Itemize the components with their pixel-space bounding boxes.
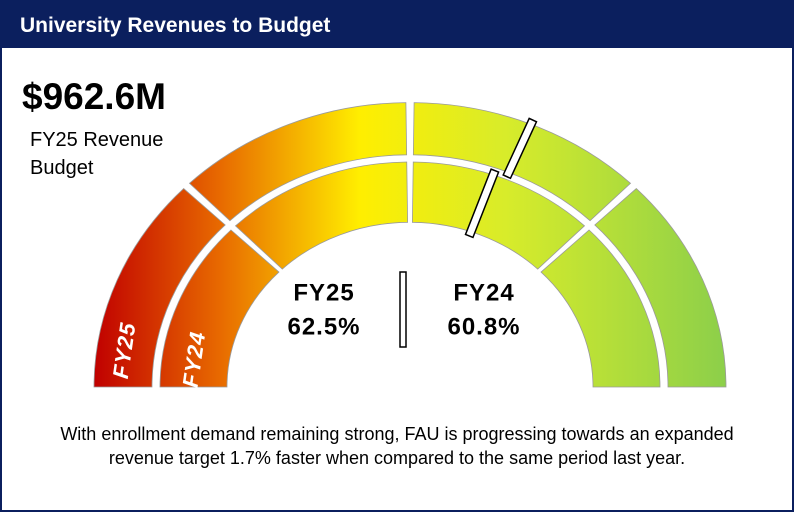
title: University Revenues to Budget <box>20 14 331 37</box>
gauge-segment <box>234 161 409 270</box>
series-name: FY25 <box>293 279 354 306</box>
gauge-segment <box>540 229 661 388</box>
divider <box>399 271 407 348</box>
gauge-segment <box>411 161 586 270</box>
series-name: FY24 <box>453 279 514 306</box>
gauge-segment <box>159 229 280 388</box>
gauge-segment <box>188 102 408 222</box>
subtitle: FY25 Revenue Budget <box>30 129 164 179</box>
header: University Revenues to Budget <box>2 2 792 48</box>
needle <box>464 168 500 239</box>
gauge-segment <box>594 187 727 388</box>
needle <box>502 117 538 180</box>
annotation: With enrollment demand remaining strong,… <box>60 424 734 468</box>
gauge-segment <box>412 102 632 222</box>
gauge-segment <box>93 187 226 388</box>
value-label: 62.5% <box>287 313 360 340</box>
value-label: 60.8% <box>447 313 520 340</box>
headline: $962.6M <box>22 76 166 117</box>
